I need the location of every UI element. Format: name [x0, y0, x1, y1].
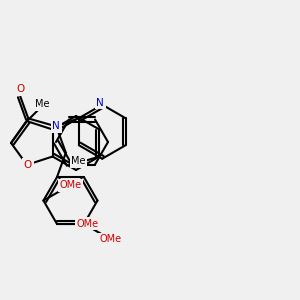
Text: OMe: OMe: [59, 180, 81, 190]
Text: O: O: [16, 84, 24, 94]
Text: Me: Me: [71, 157, 85, 166]
Text: N: N: [96, 98, 104, 108]
Text: OMe: OMe: [77, 219, 99, 229]
Text: O: O: [24, 160, 32, 170]
Text: OMe: OMe: [100, 234, 122, 244]
Text: N: N: [52, 122, 60, 131]
Text: Me: Me: [35, 99, 50, 110]
